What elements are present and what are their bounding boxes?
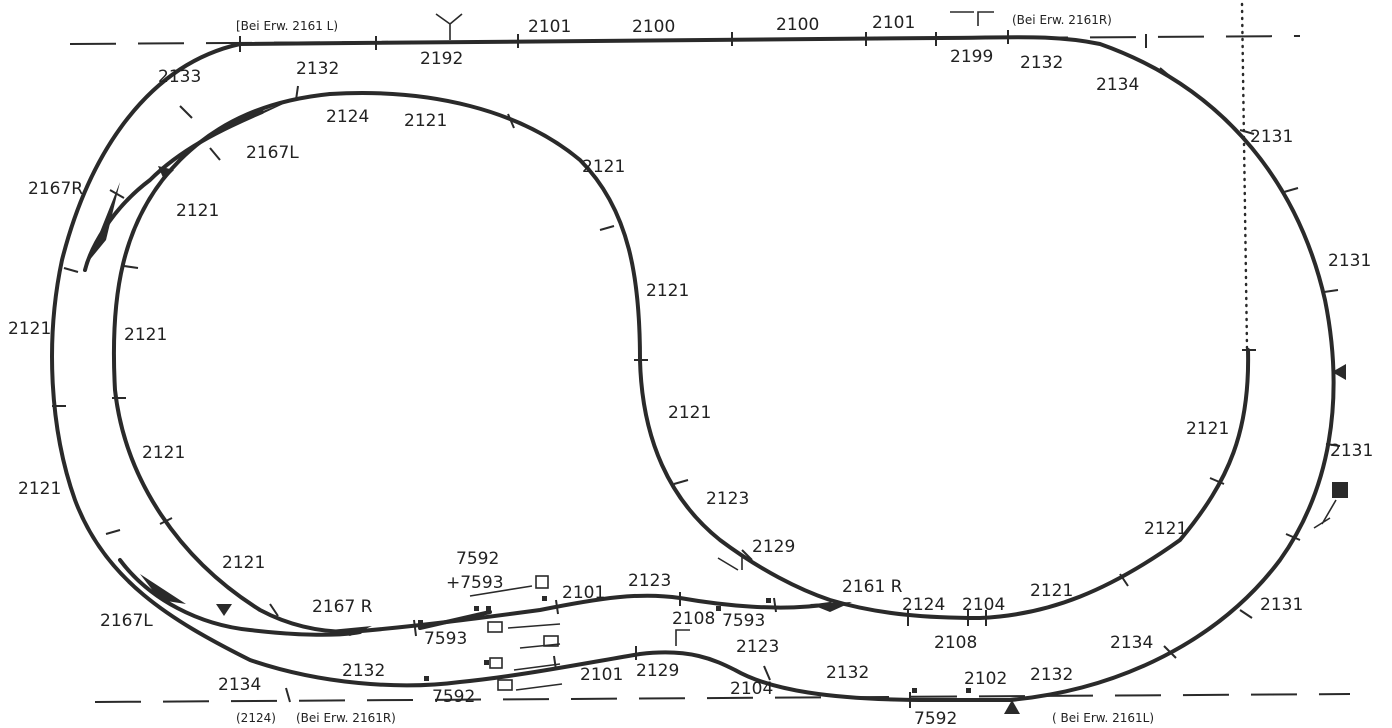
- label-2121: 2121: [222, 553, 265, 573]
- label-7593: +7593: [446, 573, 504, 593]
- label-2121: 2121: [142, 443, 185, 463]
- label-2101: 2101: [562, 583, 605, 603]
- label-2121: 2121: [18, 479, 61, 499]
- track-joints: [52, 30, 1341, 708]
- label-2131: 2131: [1250, 127, 1293, 147]
- label-2123: 2123: [706, 489, 749, 509]
- label-7592: 7592: [914, 709, 957, 728]
- station-tracks: [348, 593, 832, 634]
- label-7592: 7592: [432, 687, 475, 707]
- label-2132: 2132: [296, 59, 339, 79]
- label-2101: 2101: [872, 13, 915, 33]
- label-2131: 2131: [1330, 441, 1373, 461]
- label-2167l: 2167L: [246, 143, 299, 163]
- label-2121: 2121: [176, 201, 219, 221]
- label-2132: 2132: [826, 663, 869, 683]
- label-2100: 2100: [632, 17, 675, 37]
- track-piece-labels: 2192 2101 2100 2100 2101 2199 2132 2132 …: [8, 13, 1373, 728]
- label-2104: 2104: [730, 679, 773, 699]
- label-2167r: 2167 R: [312, 597, 373, 617]
- label-2124: 2124: [326, 107, 369, 127]
- label-2134: 2134: [218, 675, 261, 695]
- label-2161r: 2161 R: [842, 577, 903, 597]
- label-2101: 2101: [580, 665, 623, 685]
- label-2121: 2121: [8, 319, 51, 339]
- label-2192: 2192: [420, 49, 463, 69]
- label-2199: 2199: [950, 47, 993, 67]
- label-2101: 2101: [528, 17, 571, 37]
- label-2102: 2102: [964, 669, 1007, 689]
- label-7592: 7592: [456, 549, 499, 569]
- label-2121: 2121: [582, 157, 625, 177]
- label-2108: 2108: [672, 609, 715, 629]
- label-2131: 2131: [1260, 595, 1303, 615]
- label-2121: 2121: [646, 281, 689, 301]
- label-2124: 2124: [902, 595, 945, 615]
- label-2132: 2132: [342, 661, 385, 681]
- label-2132: 2132: [1020, 53, 1063, 73]
- note-bottom-right: ( Bei Erw. 2161L): [1052, 711, 1154, 725]
- label-2121: 2121: [1144, 519, 1187, 539]
- label-2121: 2121: [124, 325, 167, 345]
- edge-notes: [Bei Erw. 2161 L) (Bei Erw. 2161R) (2124…: [236, 13, 1154, 725]
- label-2121: 2121: [1030, 581, 1073, 601]
- label-2100: 2100: [776, 15, 819, 35]
- label-7593: 7593: [424, 629, 467, 649]
- label-2108: 2108: [934, 633, 977, 653]
- label-2123: 2123: [628, 571, 671, 591]
- label-2167l: 2167L: [100, 611, 153, 631]
- note-top-right: (Bei Erw. 2161R): [1012, 13, 1112, 27]
- label-2104: 2104: [962, 595, 1005, 615]
- label-2121: 2121: [404, 111, 447, 131]
- note-top-left: [Bei Erw. 2161 L): [236, 19, 338, 33]
- label-2129: 2129: [636, 661, 679, 681]
- label-2167r: 2167R: [28, 179, 83, 199]
- switch-wedges: [88, 100, 852, 636]
- label-2123: 2123: [736, 637, 779, 657]
- label-2131: 2131: [1328, 251, 1371, 271]
- label-2132: 2132: [1030, 665, 1073, 685]
- label-7593: 7593: [722, 611, 765, 631]
- label-2121: 2121: [1186, 419, 1229, 439]
- label-2134: 2134: [1110, 633, 1153, 653]
- note-bottom-left-a: (2124): [236, 711, 276, 725]
- outer-loop-track: [50, 35, 1336, 702]
- label-2134: 2134: [1096, 75, 1139, 95]
- label-2129: 2129: [752, 537, 795, 557]
- label-2133: 2133: [158, 67, 201, 87]
- accessory-symbols: [418, 11, 1348, 693]
- label-2121: 2121: [668, 403, 711, 423]
- direction-markers: [158, 166, 1346, 714]
- note-bottom-left-b: (Bei Erw. 2161R): [296, 711, 396, 725]
